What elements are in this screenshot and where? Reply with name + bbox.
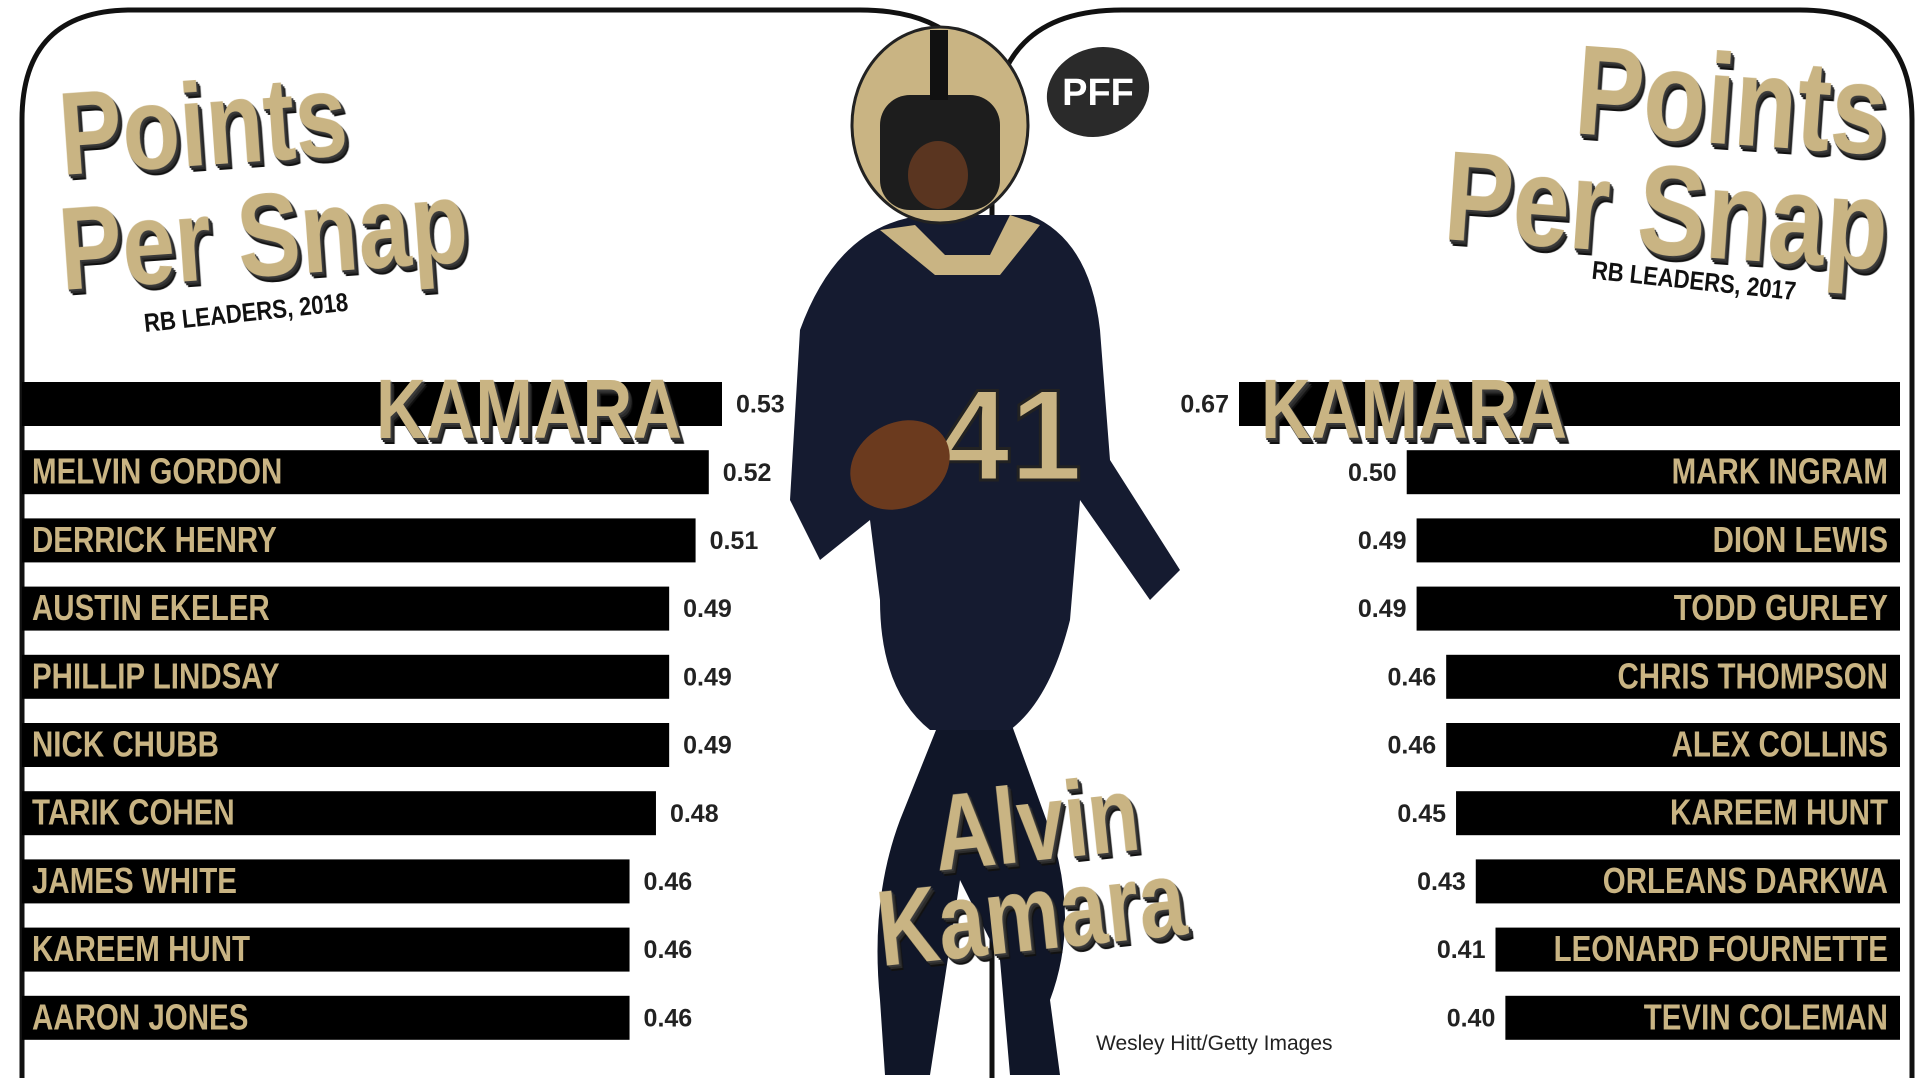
pff-logo: PFF — [1046, 46, 1150, 138]
bar — [22, 654, 670, 699]
category-label: DION LEWIS — [1713, 519, 1888, 559]
value-label: 0.49 — [1358, 527, 1407, 555]
bar — [1446, 654, 1900, 699]
category-label: LEONARD FOURNETTE — [1554, 928, 1888, 968]
bar — [1416, 518, 1900, 563]
value-label: 0.46 — [1388, 732, 1437, 760]
category-label-group: KAREEM HUNT — [32, 928, 250, 968]
category-label: AUSTIN EKELER — [32, 587, 270, 627]
bar — [1505, 995, 1900, 1040]
chart-title-group: Per Snap — [1440, 123, 1893, 297]
category-label: TODD GURLEY — [1674, 587, 1888, 627]
chart-title: Per Snap — [55, 155, 472, 316]
bar — [22, 723, 670, 767]
category-label: ALEX COLLINS — [1672, 724, 1888, 764]
player-figure: 41 — [790, 25, 1180, 1075]
category-label-group: MELVIN GORDON — [32, 451, 282, 491]
value-label: 0.41 — [1437, 936, 1486, 964]
bar — [1446, 723, 1900, 767]
photo-credit: Wesley Hitt/Getty Images — [1096, 1032, 1333, 1055]
center-title-group: Alvin — [927, 752, 1145, 894]
value-label: 0.67 — [1180, 391, 1229, 419]
value-label: 0.40 — [1447, 1004, 1496, 1032]
category-label-group: TODD GURLEY — [1674, 587, 1888, 627]
value-label: 0.52 — [723, 459, 772, 487]
bar — [1239, 382, 1900, 426]
center-title: Alvin — [927, 752, 1145, 894]
chart-title-group: Points — [1571, 18, 1893, 183]
value-label: 0.46 — [644, 868, 693, 896]
category-label-group: PHILLIP LINDSAY — [32, 655, 280, 695]
chart-title: Per Snap — [1440, 123, 1893, 297]
category-label-group: AUSTIN EKELER — [32, 587, 270, 627]
bar — [22, 586, 670, 631]
bar — [22, 927, 630, 972]
category-label-group: AARON JONES — [32, 996, 248, 1036]
category-label: JAMES WHITE — [32, 860, 237, 900]
category-label: MARK INGRAM — [1672, 451, 1888, 491]
category-label-group: MARK INGRAM — [1672, 451, 1888, 491]
bar — [22, 450, 709, 495]
bar — [22, 382, 722, 426]
chart-title: Points — [1571, 18, 1893, 183]
bar — [1495, 927, 1900, 972]
category-label: NICK CHUBB — [32, 724, 219, 764]
category-label: KAMARA — [1261, 363, 1567, 457]
category-label-group: TARIK COHEN — [32, 792, 235, 832]
jersey-number: 41 — [938, 362, 1083, 508]
category-label-group: DERRICK HENRY — [32, 519, 277, 559]
value-label: 0.46 — [1388, 663, 1437, 691]
value-label: 0.49 — [1358, 595, 1407, 623]
bar — [22, 995, 630, 1040]
value-label: 0.49 — [683, 732, 732, 760]
bar — [1416, 586, 1900, 631]
value-label: 0.46 — [644, 1004, 693, 1032]
category-label-group: TEVIN COLEMAN — [1644, 996, 1888, 1036]
category-label: CHRIS THOMPSON — [1617, 655, 1888, 695]
bar — [1475, 859, 1900, 904]
category-label-group: CHRIS THOMPSON — [1617, 655, 1888, 695]
category-label-group: NICK CHUBB — [32, 724, 219, 764]
value-label: 0.51 — [710, 527, 759, 555]
bar — [1456, 791, 1900, 836]
category-label: TEVIN COLEMAN — [1644, 996, 1888, 1036]
category-label-group: ORLEANS DARKWA — [1603, 860, 1888, 900]
category-label: PHILLIP LINDSAY — [32, 655, 280, 695]
value-label: 0.46 — [644, 936, 693, 964]
value-label: 0.53 — [736, 391, 785, 419]
bar — [22, 791, 656, 836]
category-label-group: LEONARD FOURNETTE — [1554, 928, 1888, 968]
logo-text: PFF — [1062, 72, 1134, 114]
value-label: 0.49 — [683, 595, 732, 623]
category-label-group: JAMES WHITE — [32, 860, 237, 900]
category-label: DERRICK HENRY — [32, 519, 277, 559]
category-label: TARIK COHEN — [32, 792, 235, 832]
bar — [22, 859, 630, 904]
chart-title-group: Per Snap — [55, 155, 472, 316]
category-label: KAMARA — [376, 363, 682, 457]
value-label: 0.48 — [670, 800, 719, 828]
value-label: 0.43 — [1417, 868, 1466, 896]
bar — [1406, 450, 1900, 495]
category-label-group: KAREEM HUNT — [1670, 792, 1888, 832]
category-label: KAREEM HUNT — [32, 928, 250, 968]
category-label: AARON JONES — [32, 996, 248, 1036]
bar — [22, 518, 696, 563]
category-label-group: KAMARA — [376, 363, 682, 457]
category-label-group: KAMARA — [1261, 363, 1567, 457]
category-label: KAREEM HUNT — [1670, 792, 1888, 832]
chart-title-group: Points — [55, 48, 352, 200]
value-label: 0.50 — [1348, 459, 1397, 487]
category-label: ORLEANS DARKWA — [1603, 860, 1888, 900]
value-label: 0.49 — [683, 663, 732, 691]
chart-title: Points — [55, 48, 352, 200]
category-label: MELVIN GORDON — [32, 451, 282, 491]
value-label: 0.45 — [1397, 800, 1446, 828]
category-label-group: ALEX COLLINS — [1672, 724, 1888, 764]
category-label-group: DION LEWIS — [1713, 519, 1888, 559]
